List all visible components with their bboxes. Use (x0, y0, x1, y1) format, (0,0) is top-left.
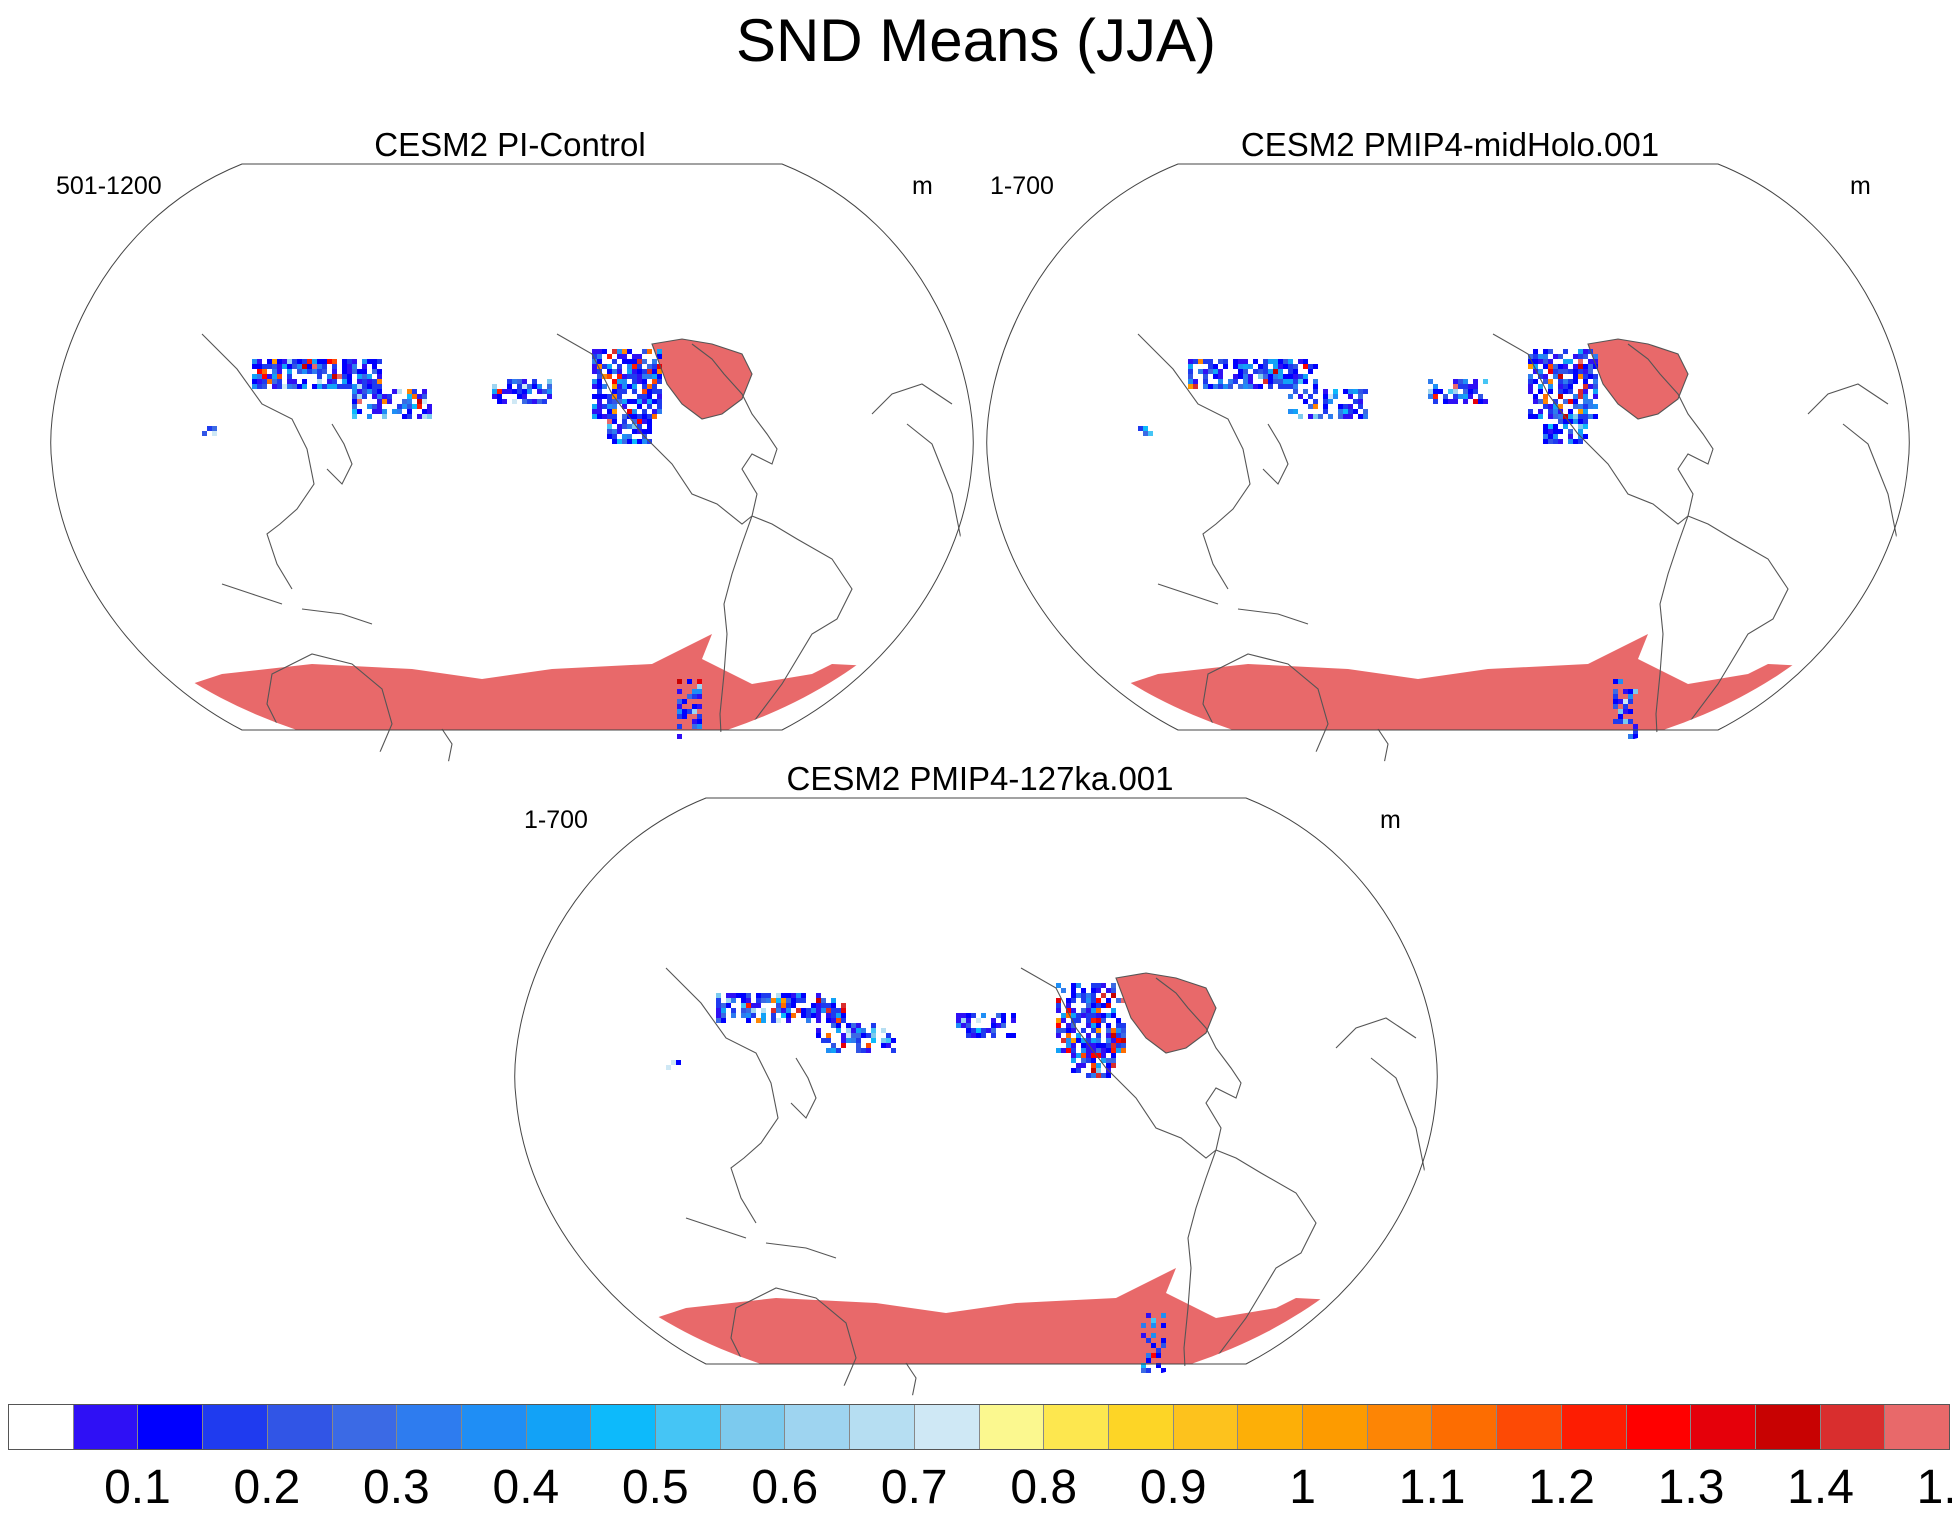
map-boundary (986, 163, 1910, 731)
world-map (514, 797, 1438, 1398)
colorbar-swatch (461, 1405, 527, 1449)
panel-unit-pi: m (912, 172, 933, 200)
panel-period-pi: 501-1200 (56, 172, 162, 200)
colorbar-tick-label: 0.1 (104, 1461, 171, 1514)
panel-title-lig: CESM2 PMIP4-127ka.001 (786, 760, 1174, 797)
antarctica-snow-region (988, 634, 1908, 730)
colorbar-swatch (1755, 1405, 1821, 1449)
colorbar-swatch (1044, 1405, 1109, 1449)
map-boundary (50, 163, 974, 731)
world-map (50, 163, 974, 764)
colorbar-tick-label: 1.2 (1528, 1461, 1595, 1514)
colorbar-swatch (1432, 1405, 1498, 1449)
colorbar-tick-label: 0.4 (492, 1461, 560, 1514)
colorbar-tick-label: 0.8 (1010, 1461, 1078, 1514)
colorbar-swatch (1238, 1405, 1304, 1449)
colorbar-swatch (397, 1405, 462, 1449)
colorbar-tick-label: 1.5 (1916, 1461, 1952, 1514)
colorbar-tick-label: 1.4 (1787, 1461, 1854, 1514)
antarctica-snow-region (52, 634, 972, 730)
colorbar-swatch (1820, 1405, 1886, 1449)
colorbar-swatch (656, 1405, 721, 1449)
colorbar-swatch (1885, 1405, 1950, 1449)
panel-period-mh: 1-700 (990, 172, 1054, 200)
colorbar-tick-label: 0.3 (363, 1461, 430, 1514)
colorbar-swatch (1626, 1405, 1692, 1449)
colorbar-swatch (850, 1405, 915, 1449)
map-panel-mh (986, 163, 1910, 764)
panel-title-pi: CESM2 PI-Control (374, 126, 646, 163)
greenland-snow-region (1116, 973, 1216, 1053)
figure-title: SND Means (JJA) (735, 7, 1217, 74)
greenland-snow-region (652, 339, 752, 419)
colorbar-tick-label: 1.1 (1398, 1461, 1466, 1514)
colorbar-tick-label: 0.2 (233, 1461, 301, 1514)
map-panel-lig (514, 797, 1438, 1398)
colorbar-tick-label: 0.7 (880, 1461, 948, 1514)
panel-period-lig: 1-700 (524, 806, 588, 834)
colorbar-swatch (1497, 1405, 1562, 1449)
colorbar-swatch (1691, 1405, 1756, 1449)
colorbar-swatch (591, 1405, 657, 1449)
colorbar-swatch (332, 1405, 398, 1449)
colorbar-swatch (720, 1405, 786, 1449)
panel-unit-lig: m (1380, 806, 1401, 834)
colorbar-swatch (1367, 1405, 1433, 1449)
panel-title-mh: CESM2 PMIP4-midHolo.001 (1240, 126, 1660, 163)
colorbar-swatch (203, 1405, 268, 1449)
colorbar-tick-label: 0.6 (751, 1461, 819, 1514)
colorbar-swatch (979, 1405, 1045, 1449)
colorbar-swatch (1173, 1405, 1239, 1449)
map-panel-pi (50, 163, 974, 764)
colorbar-tick-label: 1 (1289, 1461, 1317, 1514)
colorbar-tick-label: 0.9 (1139, 1461, 1207, 1514)
colorbar-swatch (9, 1405, 74, 1449)
map-boundary (514, 797, 1438, 1365)
colorbar-swatch (267, 1405, 333, 1449)
colorbar-swatch (914, 1405, 980, 1449)
colorbar-tick-label: 0.5 (621, 1461, 689, 1514)
colorbar-swatch (785, 1405, 851, 1449)
antarctica-snow-region (516, 1268, 1436, 1364)
world-map (986, 163, 1910, 764)
colorbar-swatch (1561, 1405, 1627, 1449)
greenland-snow-region (1588, 339, 1688, 419)
colorbar-swatch (1108, 1405, 1174, 1449)
colorbar-swatch (1303, 1405, 1368, 1449)
colorbar-tick-label: 1.3 (1657, 1461, 1725, 1514)
colorbar-swatch (73, 1405, 139, 1449)
colorbar-swatch (526, 1405, 592, 1449)
colorbar-swatch (138, 1405, 204, 1449)
panel-unit-mh: m (1850, 172, 1871, 200)
colorbar (8, 1404, 1950, 1450)
